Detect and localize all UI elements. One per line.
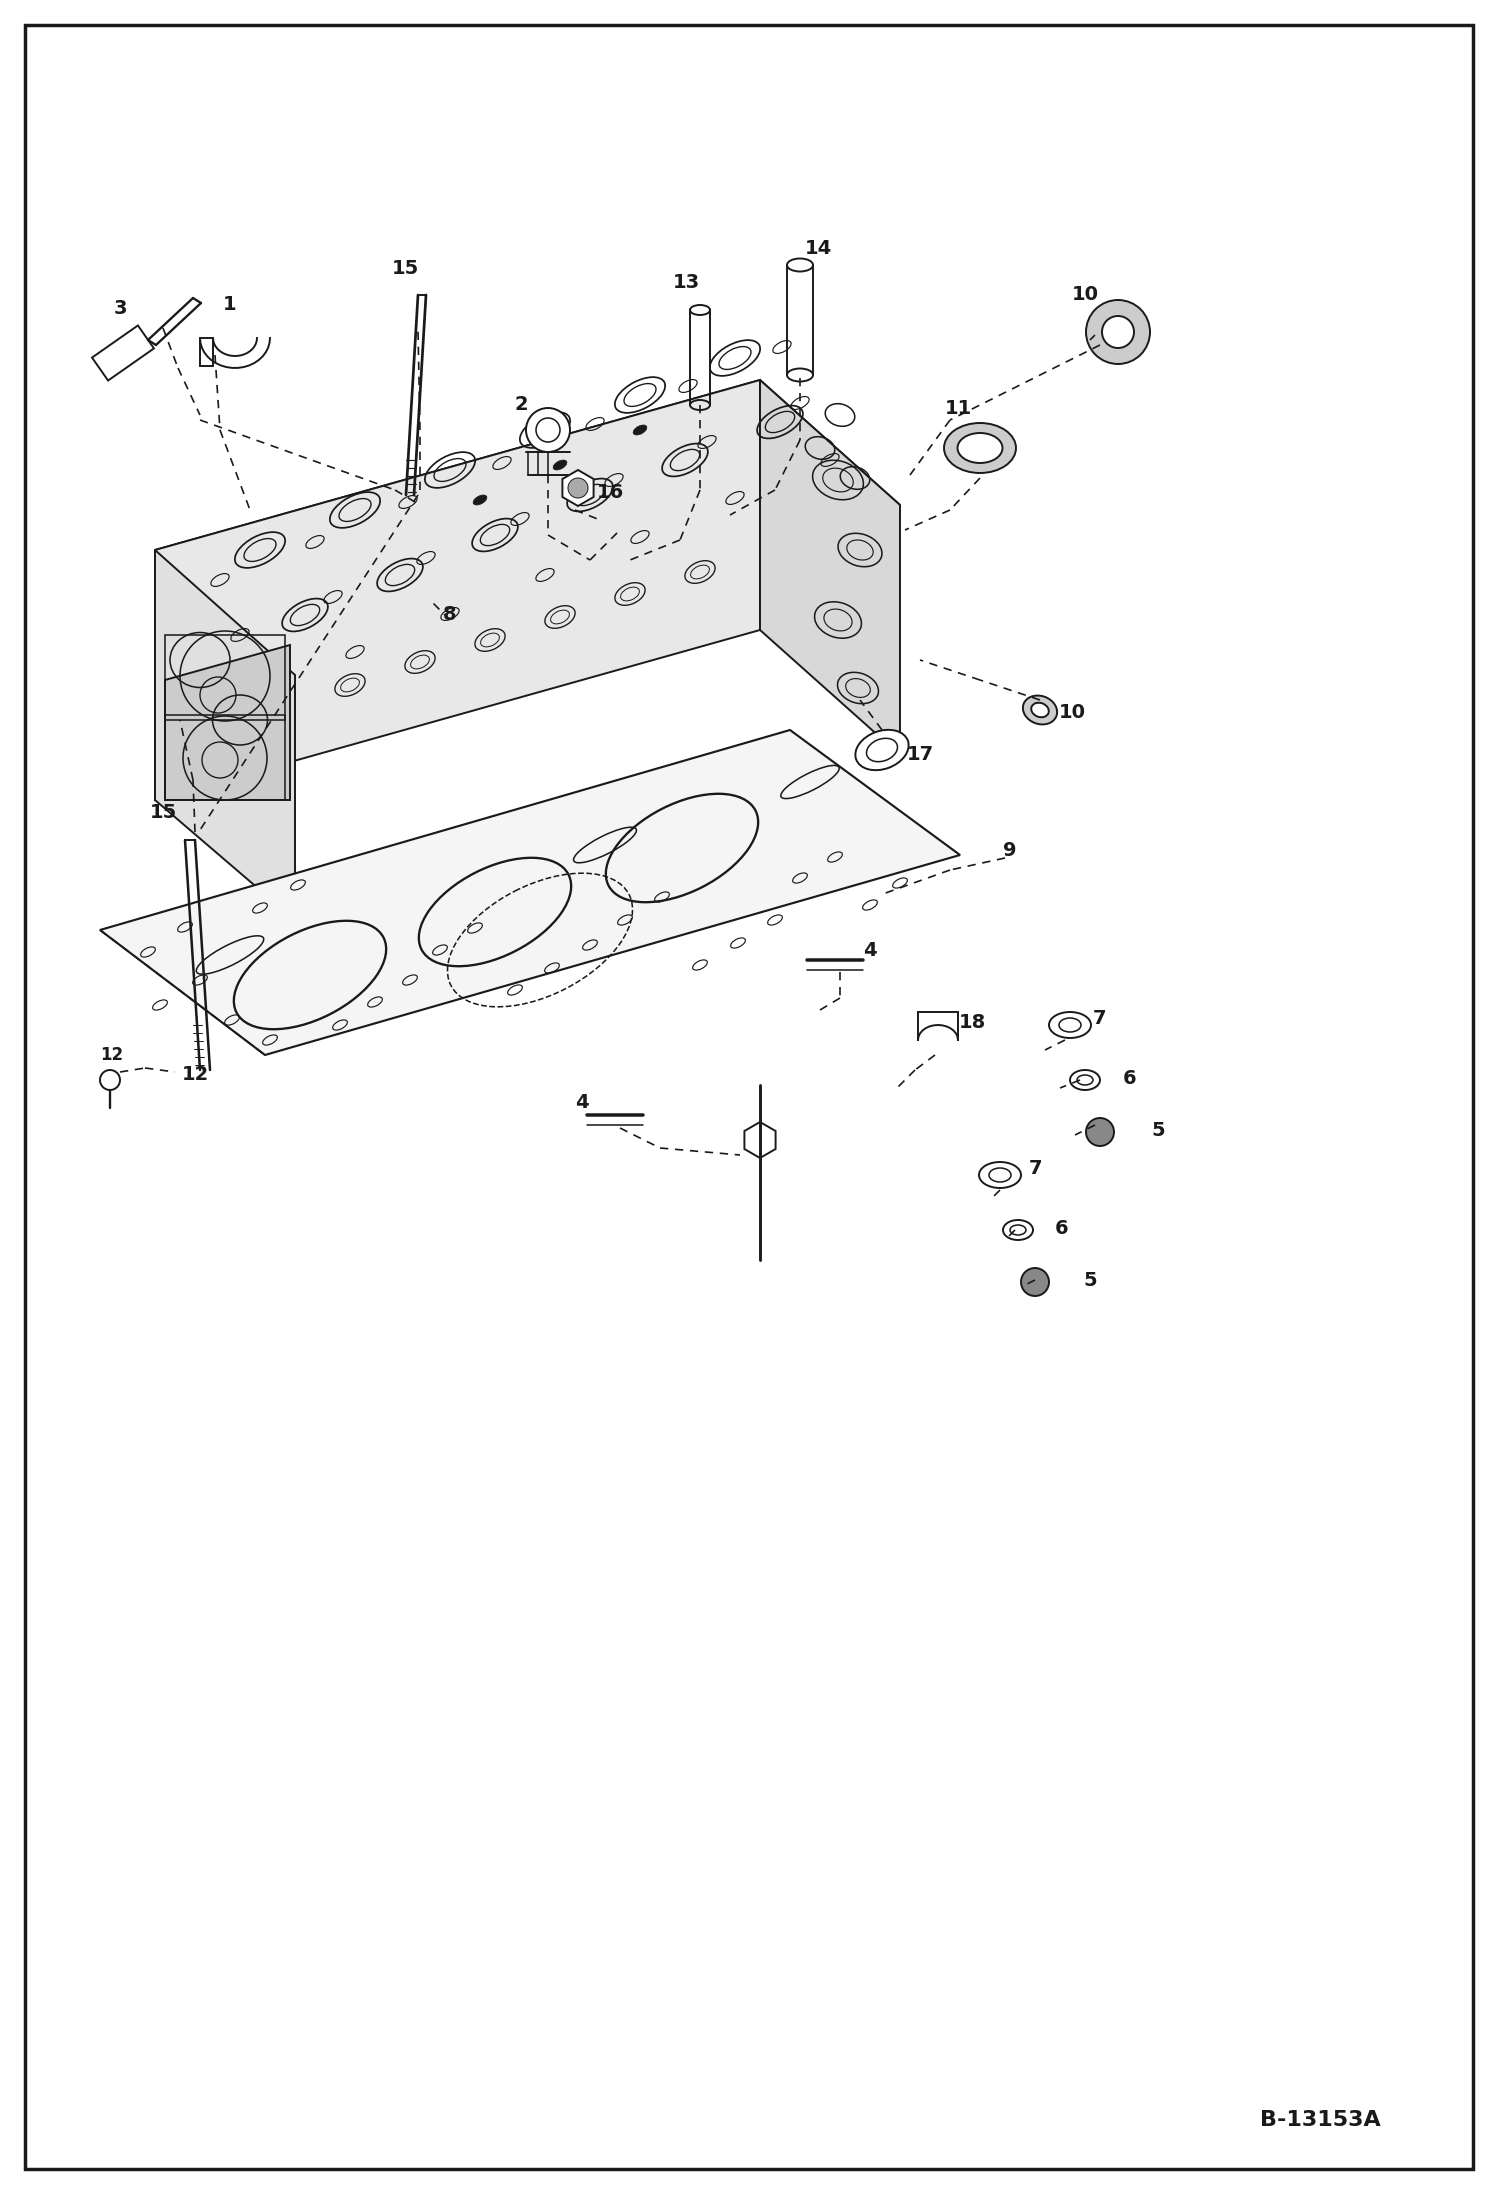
Ellipse shape	[691, 305, 710, 316]
Text: 16: 16	[596, 483, 623, 502]
Ellipse shape	[786, 259, 813, 272]
Text: 18: 18	[959, 1011, 986, 1031]
Ellipse shape	[1049, 1011, 1091, 1038]
Polygon shape	[154, 380, 759, 801]
Text: 13: 13	[673, 272, 700, 292]
Ellipse shape	[1023, 695, 1058, 724]
Ellipse shape	[1031, 702, 1049, 717]
Text: 4: 4	[575, 1093, 589, 1112]
Text: 8: 8	[443, 606, 457, 625]
Text: 6: 6	[1124, 1068, 1137, 1088]
Text: 10: 10	[1059, 702, 1086, 722]
Ellipse shape	[855, 731, 909, 770]
Ellipse shape	[473, 496, 487, 505]
Ellipse shape	[1070, 1071, 1100, 1090]
Polygon shape	[154, 551, 295, 919]
Ellipse shape	[553, 461, 566, 470]
Text: 17: 17	[906, 746, 933, 764]
Text: 14: 14	[804, 239, 831, 257]
Polygon shape	[100, 731, 960, 1055]
Polygon shape	[562, 470, 593, 507]
Text: 10: 10	[1071, 285, 1098, 305]
Text: 11: 11	[944, 399, 972, 417]
Text: 7: 7	[1094, 1009, 1107, 1027]
Text: 4: 4	[863, 941, 876, 959]
Text: 15: 15	[391, 259, 418, 276]
Circle shape	[1086, 1119, 1115, 1145]
Text: 9: 9	[1004, 840, 1017, 860]
Circle shape	[1086, 301, 1150, 364]
Circle shape	[1103, 316, 1134, 349]
Circle shape	[526, 408, 571, 452]
Text: 12: 12	[181, 1066, 208, 1084]
Ellipse shape	[980, 1163, 1022, 1187]
Polygon shape	[91, 325, 154, 380]
Circle shape	[1022, 1268, 1049, 1297]
Polygon shape	[759, 380, 900, 755]
Ellipse shape	[1004, 1220, 1034, 1240]
Text: 2: 2	[514, 395, 527, 415]
Text: 6: 6	[1055, 1218, 1068, 1237]
Text: 12: 12	[100, 1047, 123, 1064]
Text: 5: 5	[1083, 1270, 1097, 1290]
Text: 7: 7	[1028, 1158, 1041, 1178]
Text: 15: 15	[150, 803, 177, 821]
Polygon shape	[154, 380, 900, 676]
Ellipse shape	[944, 423, 1016, 474]
Ellipse shape	[634, 426, 647, 434]
Text: 1: 1	[223, 296, 237, 314]
Text: 5: 5	[1150, 1121, 1165, 1139]
Text: 3: 3	[114, 298, 127, 318]
Polygon shape	[165, 645, 291, 801]
Circle shape	[568, 478, 589, 498]
Text: B-13153A: B-13153A	[1260, 2111, 1380, 2130]
Polygon shape	[745, 1121, 776, 1158]
Ellipse shape	[957, 432, 1002, 463]
